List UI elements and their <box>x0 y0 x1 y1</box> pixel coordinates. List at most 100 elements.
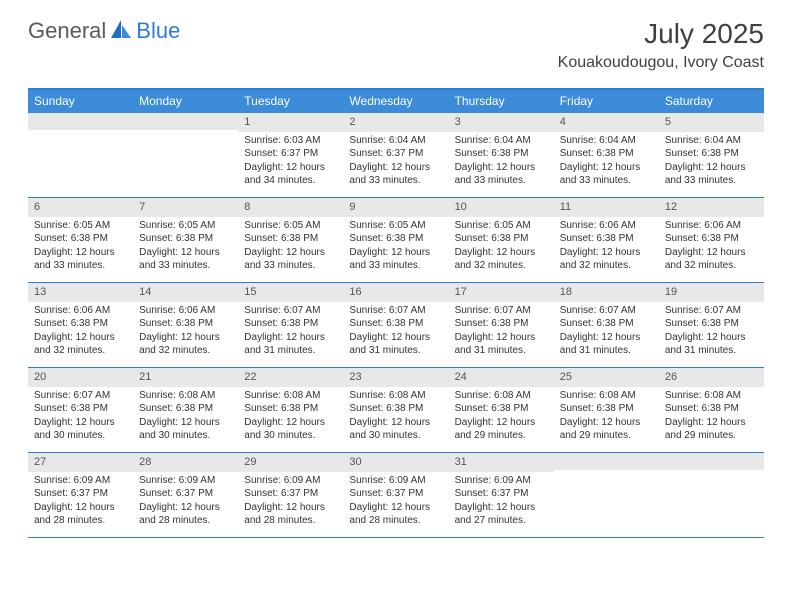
day-number: 19 <box>659 283 764 302</box>
calendar-cell: 6Sunrise: 6:05 AMSunset: 6:38 PMDaylight… <box>28 198 133 282</box>
sunset-text: Sunset: 6:38 PM <box>665 147 758 161</box>
day-number <box>659 453 764 470</box>
day-number: 18 <box>554 283 659 302</box>
logo-text-general: General <box>28 18 106 44</box>
daylight-text: Daylight: 12 hours and 32 minutes. <box>560 246 653 273</box>
day-number <box>28 113 133 130</box>
sunset-text: Sunset: 6:38 PM <box>560 232 653 246</box>
cell-body: Sunrise: 6:06 AMSunset: 6:38 PMDaylight:… <box>133 302 238 362</box>
cell-body: Sunrise: 6:08 AMSunset: 6:38 PMDaylight:… <box>659 387 764 447</box>
cell-body: Sunrise: 6:04 AMSunset: 6:38 PMDaylight:… <box>449 132 554 192</box>
sunrise-text: Sunrise: 6:07 AM <box>244 304 337 318</box>
cell-body: Sunrise: 6:09 AMSunset: 6:37 PMDaylight:… <box>28 472 133 532</box>
day-number: 20 <box>28 368 133 387</box>
sunrise-text: Sunrise: 6:06 AM <box>139 304 232 318</box>
daylight-text: Daylight: 12 hours and 33 minutes. <box>34 246 127 273</box>
cell-body <box>133 130 238 190</box>
cell-body <box>28 130 133 190</box>
calendar-cell: 8Sunrise: 6:05 AMSunset: 6:38 PMDaylight… <box>238 198 343 282</box>
cell-body: Sunrise: 6:07 AMSunset: 6:38 PMDaylight:… <box>449 302 554 362</box>
daylight-text: Daylight: 12 hours and 31 minutes. <box>349 331 442 358</box>
sunrise-text: Sunrise: 6:06 AM <box>560 219 653 233</box>
calendar-cell: 11Sunrise: 6:06 AMSunset: 6:38 PMDayligh… <box>554 198 659 282</box>
day-header: Tuesday <box>238 90 343 113</box>
sunrise-text: Sunrise: 6:06 AM <box>34 304 127 318</box>
daylight-text: Daylight: 12 hours and 28 minutes. <box>34 501 127 528</box>
sunrise-text: Sunrise: 6:07 AM <box>349 304 442 318</box>
cell-body: Sunrise: 6:07 AMSunset: 6:38 PMDaylight:… <box>238 302 343 362</box>
logo-sail-icon <box>110 19 132 44</box>
sunset-text: Sunset: 6:38 PM <box>139 402 232 416</box>
sunrise-text: Sunrise: 6:09 AM <box>139 474 232 488</box>
logo-text-blue: Blue <box>136 18 180 44</box>
day-number: 12 <box>659 198 764 217</box>
sunset-text: Sunset: 6:38 PM <box>349 317 442 331</box>
sunset-text: Sunset: 6:38 PM <box>34 402 127 416</box>
sunset-text: Sunset: 6:38 PM <box>560 317 653 331</box>
sunrise-text: Sunrise: 6:08 AM <box>349 389 442 403</box>
sunset-text: Sunset: 6:38 PM <box>244 317 337 331</box>
day-header: Sunday <box>28 90 133 113</box>
day-number: 6 <box>28 198 133 217</box>
cell-body: Sunrise: 6:04 AMSunset: 6:37 PMDaylight:… <box>343 132 448 192</box>
cell-body: Sunrise: 6:05 AMSunset: 6:38 PMDaylight:… <box>449 217 554 277</box>
day-number: 9 <box>343 198 448 217</box>
calendar-cell <box>28 113 133 197</box>
sunrise-text: Sunrise: 6:05 AM <box>34 219 127 233</box>
calendar-cell: 23Sunrise: 6:08 AMSunset: 6:38 PMDayligh… <box>343 368 448 452</box>
calendar-cell: 12Sunrise: 6:06 AMSunset: 6:38 PMDayligh… <box>659 198 764 282</box>
daylight-text: Daylight: 12 hours and 33 minutes. <box>455 161 548 188</box>
calendar-cell: 3Sunrise: 6:04 AMSunset: 6:38 PMDaylight… <box>449 113 554 197</box>
sunrise-text: Sunrise: 6:09 AM <box>349 474 442 488</box>
sunrise-text: Sunrise: 6:09 AM <box>455 474 548 488</box>
cell-body: Sunrise: 6:07 AMSunset: 6:38 PMDaylight:… <box>343 302 448 362</box>
day-header-row: Sunday Monday Tuesday Wednesday Thursday… <box>28 90 764 113</box>
daylight-text: Daylight: 12 hours and 32 minutes. <box>139 331 232 358</box>
day-header: Wednesday <box>343 90 448 113</box>
cell-body: Sunrise: 6:06 AMSunset: 6:38 PMDaylight:… <box>659 217 764 277</box>
day-number: 30 <box>343 453 448 472</box>
calendar-cell: 2Sunrise: 6:04 AMSunset: 6:37 PMDaylight… <box>343 113 448 197</box>
day-number: 28 <box>133 453 238 472</box>
sunrise-text: Sunrise: 6:04 AM <box>665 134 758 148</box>
sunset-text: Sunset: 6:37 PM <box>455 487 548 501</box>
cell-body: Sunrise: 6:05 AMSunset: 6:38 PMDaylight:… <box>343 217 448 277</box>
day-number: 8 <box>238 198 343 217</box>
calendar-cell: 18Sunrise: 6:07 AMSunset: 6:38 PMDayligh… <box>554 283 659 367</box>
cell-body: Sunrise: 6:03 AMSunset: 6:37 PMDaylight:… <box>238 132 343 192</box>
daylight-text: Daylight: 12 hours and 28 minutes. <box>244 501 337 528</box>
day-number: 2 <box>343 113 448 132</box>
calendar-cell: 28Sunrise: 6:09 AMSunset: 6:37 PMDayligh… <box>133 453 238 537</box>
daylight-text: Daylight: 12 hours and 30 minutes. <box>349 416 442 443</box>
logo: General Blue <box>28 18 180 44</box>
day-number: 27 <box>28 453 133 472</box>
cell-body: Sunrise: 6:09 AMSunset: 6:37 PMDaylight:… <box>133 472 238 532</box>
daylight-text: Daylight: 12 hours and 31 minutes. <box>244 331 337 358</box>
daylight-text: Daylight: 12 hours and 28 minutes. <box>349 501 442 528</box>
day-number: 29 <box>238 453 343 472</box>
sunset-text: Sunset: 6:37 PM <box>349 147 442 161</box>
daylight-text: Daylight: 12 hours and 29 minutes. <box>560 416 653 443</box>
cell-body: Sunrise: 6:05 AMSunset: 6:38 PMDaylight:… <box>28 217 133 277</box>
daylight-text: Daylight: 12 hours and 30 minutes. <box>139 416 232 443</box>
day-number: 3 <box>449 113 554 132</box>
daylight-text: Daylight: 12 hours and 33 minutes. <box>349 246 442 273</box>
week-row: 13Sunrise: 6:06 AMSunset: 6:38 PMDayligh… <box>28 283 764 368</box>
sunset-text: Sunset: 6:38 PM <box>560 402 653 416</box>
sunset-text: Sunset: 6:37 PM <box>139 487 232 501</box>
sunrise-text: Sunrise: 6:03 AM <box>244 134 337 148</box>
daylight-text: Daylight: 12 hours and 31 minutes. <box>665 331 758 358</box>
sunrise-text: Sunrise: 6:08 AM <box>244 389 337 403</box>
daylight-text: Daylight: 12 hours and 29 minutes. <box>455 416 548 443</box>
cell-body: Sunrise: 6:08 AMSunset: 6:38 PMDaylight:… <box>238 387 343 447</box>
daylight-text: Daylight: 12 hours and 34 minutes. <box>244 161 337 188</box>
sunset-text: Sunset: 6:38 PM <box>244 402 337 416</box>
sunset-text: Sunset: 6:38 PM <box>560 147 653 161</box>
sunset-text: Sunset: 6:37 PM <box>34 487 127 501</box>
day-number: 13 <box>28 283 133 302</box>
daylight-text: Daylight: 12 hours and 32 minutes. <box>455 246 548 273</box>
week-row: 1Sunrise: 6:03 AMSunset: 6:37 PMDaylight… <box>28 113 764 198</box>
day-header: Friday <box>554 90 659 113</box>
calendar-cell: 15Sunrise: 6:07 AMSunset: 6:38 PMDayligh… <box>238 283 343 367</box>
daylight-text: Daylight: 12 hours and 33 minutes. <box>560 161 653 188</box>
